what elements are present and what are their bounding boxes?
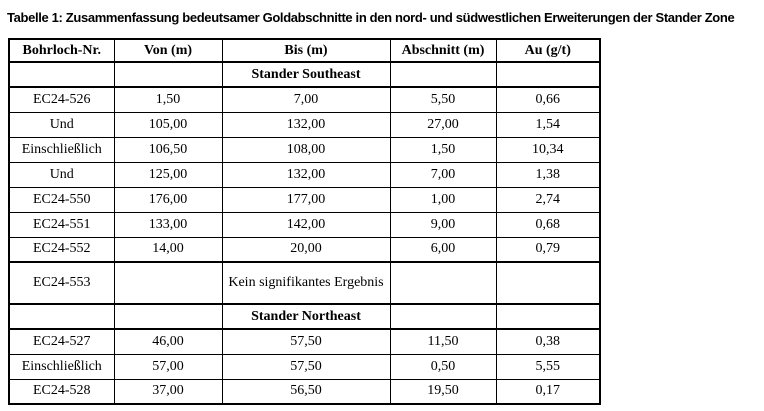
cell-bis: 56,50 bbox=[221, 378, 391, 405]
cell-au: 0,79 bbox=[495, 236, 601, 263]
column-header-bis: Bis (m) bbox=[221, 38, 391, 63]
cell-abschnitt bbox=[389, 61, 497, 88]
column-header-von: Von (m) bbox=[113, 38, 223, 63]
cell-abschnitt: 1,00 bbox=[389, 186, 497, 213]
cell-bohrloch-nr: EC24-552 bbox=[8, 236, 115, 263]
table-row: Und 105,00 132,00 27,00 1,54 bbox=[8, 111, 601, 138]
cell-bohrloch-nr: EC24-528 bbox=[8, 378, 115, 405]
cell-von: 37,00 bbox=[113, 378, 223, 405]
table-header: Bohrloch-Nr. Von (m) Bis (m) Abschnitt (… bbox=[8, 38, 601, 63]
cell-bohrloch-nr: EC24-550 bbox=[8, 186, 115, 213]
table-row: Einschließlich 57,00 57,50 0,50 5,55 bbox=[8, 353, 601, 380]
cell-abschnitt bbox=[389, 303, 497, 330]
header-row: Bohrloch-Nr. Von (m) Bis (m) Abschnitt (… bbox=[8, 38, 601, 63]
cell-bis: 142,00 bbox=[221, 211, 391, 238]
cell-bohrloch-nr: Und bbox=[8, 161, 115, 188]
cell-von bbox=[113, 261, 223, 305]
cell-bis: 57,50 bbox=[221, 353, 391, 380]
cell-bis: 108,00 bbox=[221, 136, 391, 163]
cell-bohrloch-nr: EC24-553 bbox=[8, 261, 115, 305]
cell-abschnitt: 5,50 bbox=[389, 86, 497, 113]
cell-au bbox=[495, 303, 601, 330]
cell-bis: 20,00 bbox=[221, 236, 391, 263]
cell-bohrloch-nr: Und bbox=[8, 111, 115, 138]
table-body: Stander Southeast EC24-526 1,50 7,00 5,50 0,6… bbox=[8, 61, 601, 405]
cell-au: 0,68 bbox=[495, 211, 601, 238]
page-title: Tabelle 1: Zusammenfassung bedeutsamer G… bbox=[7, 10, 735, 25]
cell-bohrloch-nr: EC24-527 bbox=[8, 328, 115, 355]
cell-bis: 132,00 bbox=[221, 161, 391, 188]
column-header-abschnitt: Abschnitt (m) bbox=[389, 38, 497, 63]
table-row: EC24-528 37,00 56,50 19,50 0,17 bbox=[8, 378, 601, 405]
cell-von: 46,00 bbox=[113, 328, 223, 355]
column-header-bohrloch-nr: Bohrloch-Nr. bbox=[8, 38, 115, 63]
cell-abschnitt bbox=[389, 261, 497, 305]
table-row: EC24-527 46,00 57,50 11,50 0,38 bbox=[8, 328, 601, 355]
cell-abschnitt: 9,00 bbox=[389, 211, 497, 238]
cell-au: 1,54 bbox=[495, 111, 601, 138]
cell-von: 133,00 bbox=[113, 211, 223, 238]
table-row: EC24-553 Kein signifikantes Ergebnis bbox=[8, 261, 601, 305]
cell-au: 0,66 bbox=[495, 86, 601, 113]
cell-au: 0,38 bbox=[495, 328, 601, 355]
cell-bis: 7,00 bbox=[221, 86, 391, 113]
cell-von: 14,00 bbox=[113, 236, 223, 263]
table-row: EC24-550 176,00 177,00 1,00 2,74 bbox=[8, 186, 601, 213]
cell-bohrloch-nr: EC24-526 bbox=[8, 86, 115, 113]
cell-bis: Stander Southeast bbox=[221, 61, 391, 88]
table-row: Und 125,00 132,00 7,00 1,38 bbox=[8, 161, 601, 188]
cell-bohrloch-nr bbox=[8, 303, 115, 330]
cell-au: 0,17 bbox=[495, 378, 601, 405]
table-row: Einschließlich 106,50 108,00 1,50 10,34 bbox=[8, 136, 601, 163]
cell-von: 1,50 bbox=[113, 86, 223, 113]
cell-abschnitt: 7,00 bbox=[389, 161, 497, 188]
cell-abschnitt: 27,00 bbox=[389, 111, 497, 138]
cell-von bbox=[113, 61, 223, 88]
cell-von: 105,00 bbox=[113, 111, 223, 138]
cell-abschnitt: 11,50 bbox=[389, 328, 497, 355]
cell-abschnitt: 1,50 bbox=[389, 136, 497, 163]
cell-au: 2,74 bbox=[495, 186, 601, 213]
cell-bis: Stander Northeast bbox=[221, 303, 391, 330]
column-header-au: Au (g/t) bbox=[495, 38, 601, 63]
cell-bohrloch-nr: EC24-551 bbox=[8, 211, 115, 238]
cell-von: 125,00 bbox=[113, 161, 223, 188]
cell-au bbox=[495, 261, 601, 305]
cell-au: 1,38 bbox=[495, 161, 601, 188]
cell-au bbox=[495, 61, 601, 88]
cell-abschnitt: 19,50 bbox=[389, 378, 497, 405]
cell-bohrloch-nr bbox=[8, 61, 115, 88]
cell-abschnitt: 6,00 bbox=[389, 236, 497, 263]
cell-au: 5,55 bbox=[495, 353, 601, 380]
table-row: Stander Southeast bbox=[8, 61, 601, 88]
table-row: Stander Northeast bbox=[8, 303, 601, 330]
cell-bis: Kein signifikantes Ergebnis bbox=[221, 261, 391, 305]
cell-von: 106,50 bbox=[113, 136, 223, 163]
cell-bohrloch-nr: Einschließlich bbox=[8, 353, 115, 380]
cell-von: 57,00 bbox=[113, 353, 223, 380]
cell-au: 10,34 bbox=[495, 136, 601, 163]
cell-bis: 57,50 bbox=[221, 328, 391, 355]
cell-bis: 132,00 bbox=[221, 111, 391, 138]
cell-bis: 177,00 bbox=[221, 186, 391, 213]
cell-abschnitt: 0,50 bbox=[389, 353, 497, 380]
table-row: EC24-552 14,00 20,00 6,00 0,79 bbox=[8, 236, 601, 263]
intercepts-table: Bohrloch-Nr. Von (m) Bis (m) Abschnitt (… bbox=[8, 38, 601, 405]
table-row: EC24-551 133,00 142,00 9,00 0,68 bbox=[8, 211, 601, 238]
table-row: EC24-526 1,50 7,00 5,50 0,66 bbox=[8, 86, 601, 113]
cell-von: 176,00 bbox=[113, 186, 223, 213]
cell-bohrloch-nr: Einschließlich bbox=[8, 136, 115, 163]
cell-von bbox=[113, 303, 223, 330]
